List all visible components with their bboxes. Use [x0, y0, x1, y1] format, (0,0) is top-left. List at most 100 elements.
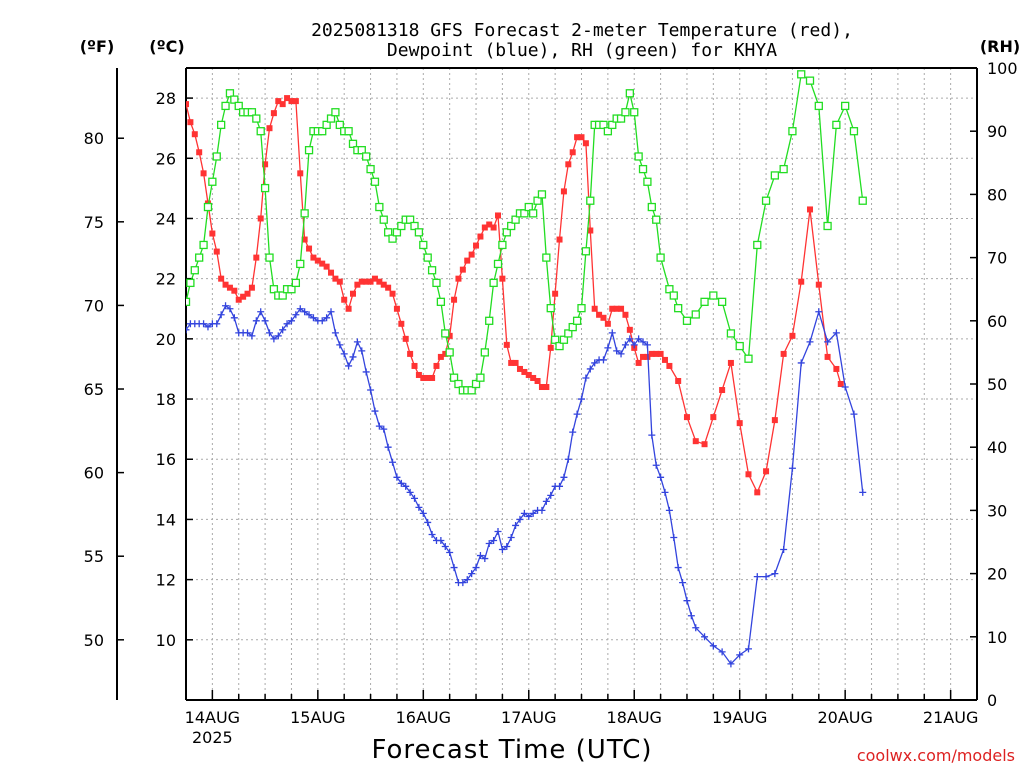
- dewpoint-point: [599, 356, 607, 364]
- temperature-point: [270, 110, 277, 117]
- rh-point: [533, 196, 542, 205]
- rh-point: [542, 253, 551, 262]
- temperature-point: [604, 320, 611, 327]
- temperature-point: [306, 245, 313, 252]
- rh-point: [300, 209, 309, 218]
- dewpoint-point: [771, 570, 779, 578]
- temperature-point: [442, 350, 449, 357]
- dewpoint-point: [617, 350, 625, 358]
- temperature-point: [358, 278, 365, 285]
- temperature-point: [591, 305, 598, 312]
- temperature-point: [314, 257, 321, 264]
- rh-point: [823, 221, 832, 231]
- rh-point: [568, 322, 577, 332]
- temperature-point: [253, 254, 260, 261]
- rh-point: [195, 253, 204, 262]
- temperature-point: [415, 371, 422, 378]
- dewpoint-point: [670, 533, 678, 541]
- temperature-point: [455, 275, 462, 282]
- temperature-point: [543, 384, 550, 391]
- dewpoint-point: [529, 509, 537, 517]
- temperature-point: [297, 170, 304, 177]
- temperature-point: [354, 281, 361, 288]
- temperature-point: [556, 236, 563, 243]
- x-tick-label: 14AUG: [185, 708, 240, 727]
- temperature-point: [798, 278, 805, 285]
- dewpoint-point: [261, 317, 269, 325]
- temperature-point: [288, 98, 295, 105]
- dewpoint-point: [186, 326, 190, 334]
- temperature-point: [771, 417, 778, 424]
- dewpoint-point: [349, 353, 357, 361]
- dewpoint-point: [850, 410, 858, 418]
- dewpoint-point: [591, 359, 599, 367]
- temperature-point: [433, 362, 440, 369]
- dewpoint-point: [358, 347, 366, 355]
- celsius-unit-label: (ºC): [149, 37, 184, 56]
- temperature-point: [213, 248, 220, 255]
- temperature-point: [516, 365, 523, 372]
- dewpoint-point: [397, 479, 405, 487]
- dewpoint-point: [485, 540, 493, 548]
- dewpoint-point: [389, 458, 397, 466]
- dewpoint-point: [547, 491, 555, 499]
- rh-point: [493, 259, 503, 269]
- temperature-point: [349, 290, 356, 297]
- rh-point: [599, 120, 608, 130]
- dewpoint-point: [613, 347, 621, 355]
- rh-point: [357, 146, 366, 155]
- temperature-point: [389, 290, 396, 297]
- rh-point: [186, 297, 191, 306]
- rh-point: [832, 120, 841, 130]
- rh-point: [221, 101, 230, 111]
- temperature-point: [367, 278, 374, 285]
- temperature-point: [231, 287, 238, 294]
- dewpoint-point: [217, 311, 225, 319]
- rh-point: [296, 259, 305, 269]
- temperature-point: [257, 215, 264, 222]
- temperature-point: [490, 224, 497, 231]
- rh-point: [304, 146, 314, 155]
- dewpoint-point: [494, 527, 502, 535]
- dewpoint-point: [257, 308, 265, 316]
- dewpoint-point: [252, 317, 260, 325]
- rh-point: [383, 228, 393, 237]
- dewpoint-point: [538, 506, 546, 514]
- dewpoint-point: [512, 521, 520, 529]
- dewpoint-point: [402, 482, 410, 490]
- temperature-point: [411, 362, 418, 369]
- rh-point: [190, 266, 199, 275]
- rh-point: [445, 348, 454, 357]
- x-tick-label: 17AUG: [501, 708, 556, 727]
- temperature-point: [473, 242, 480, 249]
- temperature-point: [284, 95, 291, 102]
- rh-point: [849, 127, 859, 136]
- rh-point: [498, 240, 507, 250]
- dewpoint-point: [643, 341, 651, 349]
- x-tick-label: 19AUG: [712, 708, 767, 727]
- credit-text: coolwx.com/models: [857, 746, 1015, 765]
- dewpoint-point: [626, 335, 634, 343]
- dewpoint-point: [709, 642, 717, 650]
- dewpoint-point: [419, 509, 427, 517]
- dewpoint-point: [797, 359, 805, 367]
- temperature-point: [833, 365, 840, 372]
- temperature-point: [407, 350, 414, 357]
- rh-point: [674, 304, 683, 313]
- temperature-point: [187, 119, 194, 126]
- dewpoint-point: [292, 311, 300, 319]
- rh-point: [436, 297, 446, 306]
- temperature-point: [710, 414, 717, 421]
- dewpoint-point: [841, 383, 849, 391]
- celsius-tick-label: 28: [156, 89, 176, 108]
- rh-point: [199, 240, 208, 250]
- temperature-point: [552, 290, 559, 297]
- rh-tick-label: 40: [987, 438, 1007, 457]
- dewpoint-point: [604, 344, 612, 352]
- temperature-point: [763, 468, 770, 475]
- temperature-point: [481, 224, 488, 231]
- x-tick-label: 16AUG: [396, 708, 451, 727]
- temperature-point: [648, 350, 655, 357]
- fahrenheit-tick-label: 55: [84, 547, 104, 566]
- temperature-point: [609, 305, 616, 312]
